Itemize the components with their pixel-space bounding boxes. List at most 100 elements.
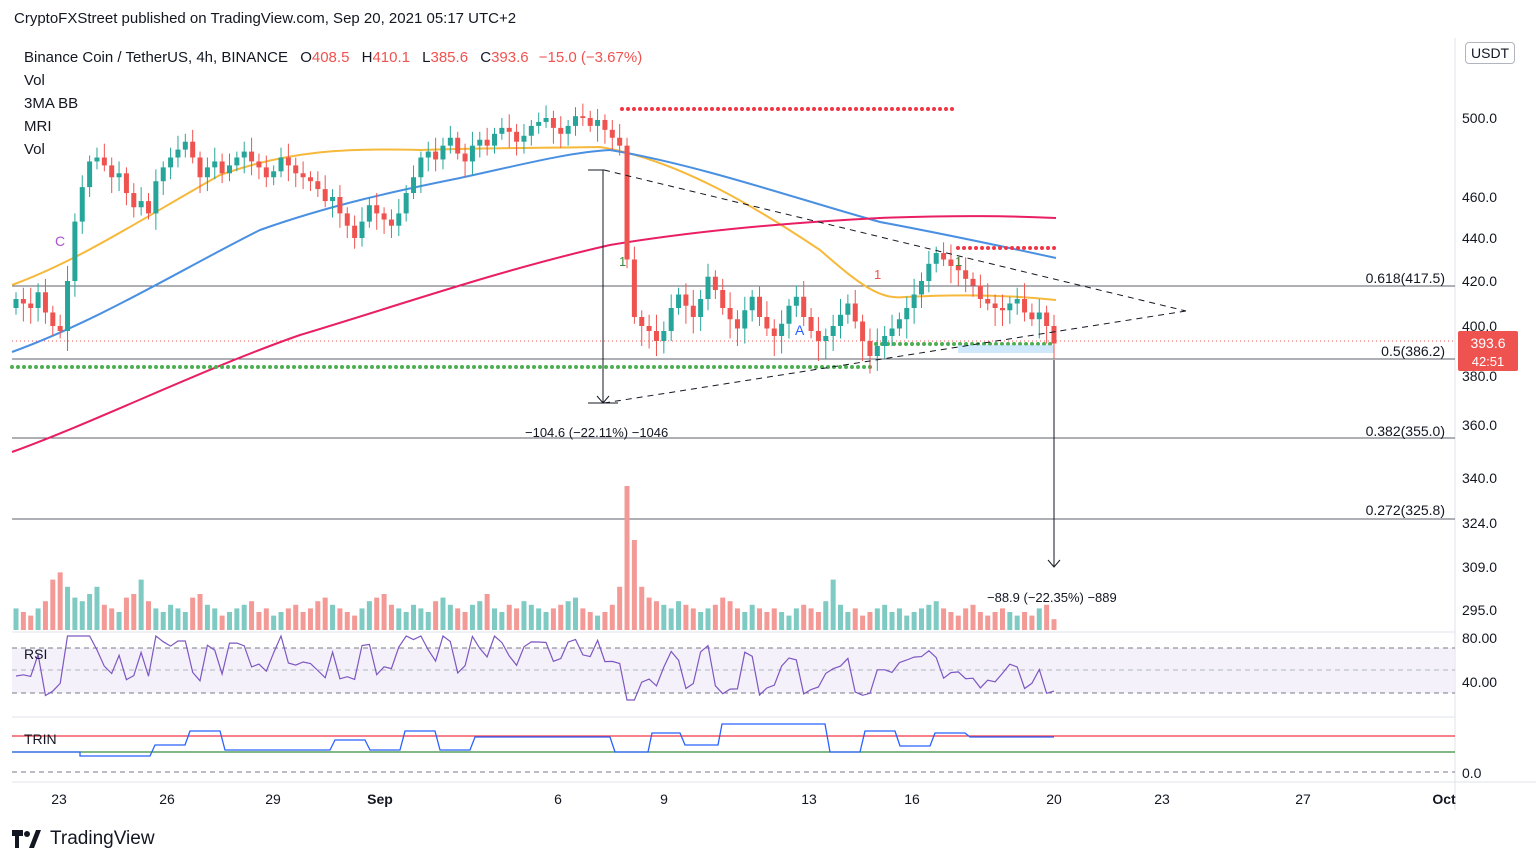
candle-body <box>926 263 932 281</box>
low-value: 385.6 <box>430 49 469 66</box>
candle-body <box>550 118 556 128</box>
price-tag-bg <box>1458 331 1518 371</box>
volume-bar <box>322 597 328 630</box>
candle-body <box>882 336 888 346</box>
volume-bar <box>860 615 866 630</box>
candle-body <box>1014 299 1020 304</box>
candle-body <box>779 323 785 336</box>
candle-body <box>1051 326 1057 344</box>
volume-bar <box>315 601 321 630</box>
symbol-name[interactable]: Binance Coin / TetherUS, 4h, BINANCE <box>24 49 289 66</box>
candle-body <box>1044 312 1050 326</box>
candle-body <box>403 193 409 214</box>
candle-body <box>786 305 792 324</box>
candle-body <box>374 205 380 214</box>
candle-body <box>543 118 549 122</box>
volume-bar <box>293 604 299 630</box>
volume-bar <box>889 612 895 630</box>
candle-body <box>867 341 873 356</box>
volume-bar <box>131 594 137 630</box>
indicator-vol[interactable]: Vol <box>24 72 45 89</box>
volume-bar <box>896 608 902 630</box>
volume-bar <box>226 612 232 630</box>
volume-bar <box>20 612 26 630</box>
volume-bar <box>595 615 601 630</box>
candle-body <box>683 294 689 306</box>
volume-bar <box>977 612 983 630</box>
volume-bar <box>182 612 188 630</box>
volume-bar <box>469 604 475 630</box>
volume-bar <box>793 608 799 630</box>
candle-body <box>469 145 475 162</box>
candle-body <box>764 317 770 329</box>
volume-bar <box>528 604 534 630</box>
trin-line <box>12 723 1054 757</box>
volume-bar <box>668 608 674 630</box>
candle-body <box>609 129 615 138</box>
currency-button[interactable]: USDT <box>1465 42 1516 64</box>
volume-bar <box>146 601 152 630</box>
candle-body <box>278 157 284 172</box>
volume-bar <box>57 572 63 630</box>
triangle-lower-line <box>603 310 1187 404</box>
price-tag-countdown: 42:51 <box>1472 354 1505 369</box>
volume-bar <box>999 608 1005 630</box>
open-value: 408.5 <box>311 49 350 66</box>
price-chart[interactable]: 500.0 460.0 440.0 420.0 400.0 380.0 360.0 340.0… <box>0 0 1536 820</box>
tradingview-logo[interactable]: TradingView <box>12 828 155 850</box>
candle-body <box>918 281 924 295</box>
candle-body <box>558 127 564 134</box>
marker-1: 1 <box>619 254 626 269</box>
y-tick-label: 309.0 <box>1462 559 1497 575</box>
candle-body <box>13 299 19 308</box>
candle-body <box>330 197 336 202</box>
volume-bar <box>587 612 593 630</box>
candle-body <box>631 259 637 317</box>
volume-bar <box>705 608 711 630</box>
y-tick-label: 460.0 <box>1462 189 1497 205</box>
rsi-tick-label: 40.00 <box>1462 674 1497 690</box>
rsi-line <box>15 634 1055 701</box>
volume-bar <box>771 608 777 630</box>
candle-body <box>749 296 755 311</box>
candle-body <box>999 308 1005 311</box>
current-price-tag: 393.6 42:51 <box>1458 331 1518 371</box>
indicator-vol-2[interactable]: Vol <box>24 141 45 158</box>
candle-body <box>263 167 269 178</box>
indicator-3ma-bb[interactable]: 3MA BB <box>24 95 79 112</box>
volume-bar <box>727 601 733 630</box>
volume-bar <box>440 597 446 630</box>
candle-body <box>42 292 48 313</box>
volume-bar <box>742 612 748 630</box>
candle-body <box>484 139 490 146</box>
candle-body <box>447 137 453 146</box>
candle-body <box>204 167 210 178</box>
volume-bar <box>683 604 689 630</box>
candle-body <box>521 135 527 142</box>
volume-bar <box>941 608 947 630</box>
support-zone <box>958 345 1054 353</box>
volume-bar <box>352 615 358 630</box>
candle-body <box>87 161 93 188</box>
candle-body <box>646 326 652 331</box>
indicator-mri[interactable]: MRI <box>24 118 52 135</box>
x-tick-label: 27 <box>1295 791 1311 807</box>
rsi-label: RSI <box>24 646 47 662</box>
volume-bar <box>28 615 34 630</box>
candle-body <box>874 346 880 356</box>
candle-body <box>1036 312 1042 320</box>
candle-body <box>433 151 439 160</box>
volume-bar <box>653 601 659 630</box>
candle-body <box>256 161 262 168</box>
published-line: CryptoFXStreet published on TradingView.… <box>14 10 517 27</box>
volume-bar <box>433 601 439 630</box>
volume-bar <box>838 604 844 630</box>
volume-bar <box>617 586 623 630</box>
volume-bar <box>300 612 306 630</box>
tradingview-logo-icon <box>12 830 41 848</box>
volume-bar <box>1051 619 1057 630</box>
x-tick-label: 9 <box>660 791 668 807</box>
volume-bar <box>168 604 174 630</box>
volume-bar <box>808 608 814 630</box>
candle-body <box>168 157 174 168</box>
